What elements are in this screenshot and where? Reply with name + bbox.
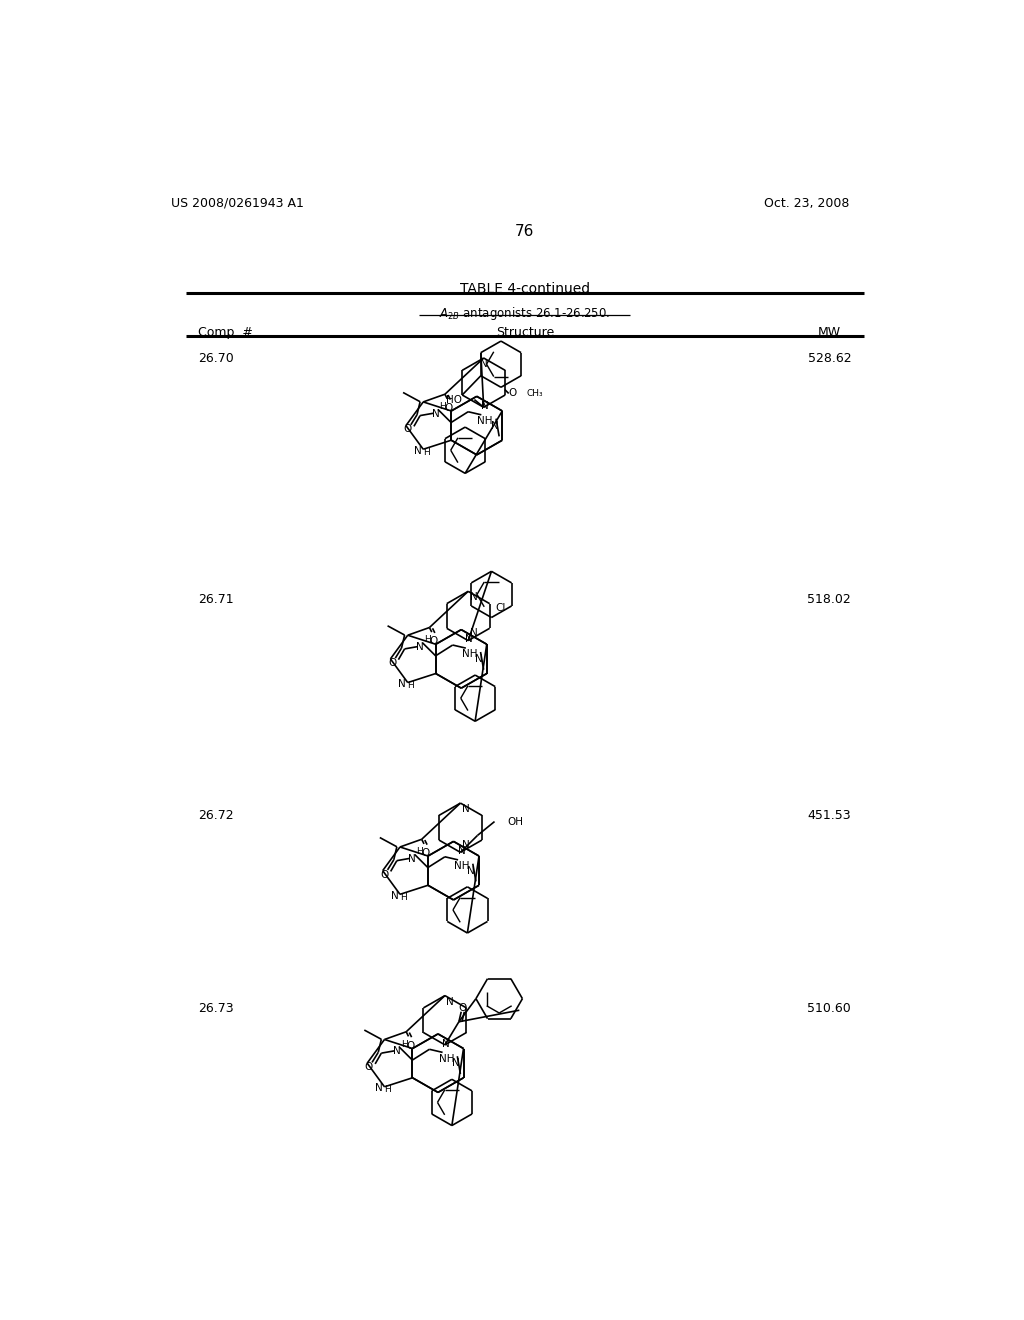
Text: O: O	[365, 1063, 373, 1072]
Text: 26.73: 26.73	[198, 1002, 233, 1015]
Text: MW: MW	[818, 326, 841, 339]
Text: NH: NH	[455, 861, 470, 871]
Text: CH₃: CH₃	[526, 389, 543, 397]
Text: N: N	[462, 840, 470, 850]
Text: N: N	[409, 854, 416, 863]
Text: H: H	[399, 892, 407, 902]
Text: NH: NH	[462, 649, 477, 659]
Text: N: N	[446, 997, 455, 1007]
Text: NH: NH	[438, 1053, 455, 1064]
Text: Cl: Cl	[496, 603, 506, 614]
Text: H: H	[416, 847, 423, 857]
Text: N: N	[458, 846, 466, 855]
Text: N: N	[391, 891, 398, 900]
Text: O: O	[444, 403, 453, 413]
Text: O: O	[380, 870, 388, 879]
Text: N: N	[414, 446, 422, 455]
Text: 451.53: 451.53	[808, 809, 851, 822]
Text: O: O	[459, 1003, 467, 1012]
Text: 518.02: 518.02	[808, 594, 851, 606]
Text: US 2008/0261943 A1: US 2008/0261943 A1	[171, 197, 303, 210]
Text: H: H	[400, 1040, 408, 1048]
Text: O: O	[403, 425, 412, 434]
Text: N: N	[432, 409, 439, 418]
Text: 76: 76	[515, 224, 535, 239]
Text: 26.72: 26.72	[198, 809, 233, 822]
Text: O: O	[406, 1040, 414, 1051]
Text: 528.62: 528.62	[808, 352, 851, 366]
Text: Comp. #: Comp. #	[198, 326, 253, 339]
Text: N: N	[475, 653, 483, 664]
Text: N: N	[480, 359, 487, 370]
Text: HO: HO	[446, 395, 462, 405]
Text: N: N	[470, 628, 477, 638]
Text: N: N	[462, 804, 470, 814]
Text: N: N	[470, 593, 477, 602]
Text: 510.60: 510.60	[808, 1002, 851, 1015]
Text: H: H	[423, 447, 430, 457]
Text: N: N	[442, 1039, 450, 1048]
Text: O: O	[509, 388, 517, 399]
Text: 26.70: 26.70	[198, 352, 233, 366]
Text: Structure: Structure	[496, 326, 554, 339]
Text: O: O	[422, 849, 430, 858]
Text: Oct. 23, 2008: Oct. 23, 2008	[764, 197, 849, 210]
Text: O: O	[429, 636, 437, 647]
Text: O: O	[388, 657, 396, 668]
Text: H: H	[384, 1085, 391, 1094]
Text: N: N	[416, 642, 424, 652]
Text: 26.71: 26.71	[198, 594, 233, 606]
Text: N: N	[375, 1084, 383, 1093]
Text: $A_{2B}$ antagonists 26.1-26.250.: $A_{2B}$ antagonists 26.1-26.250.	[439, 305, 610, 322]
Text: N: N	[393, 1047, 400, 1056]
Text: N: N	[481, 401, 488, 411]
Text: H: H	[424, 635, 431, 644]
Text: N: N	[490, 421, 499, 430]
Text: N: N	[452, 1059, 460, 1068]
Text: N: N	[466, 635, 473, 644]
Text: TABLE 4-continued: TABLE 4-continued	[460, 281, 590, 296]
Text: NH: NH	[477, 416, 493, 426]
Text: N: N	[398, 678, 407, 689]
Text: N: N	[467, 866, 475, 875]
Text: OH: OH	[507, 817, 523, 826]
Text: H: H	[408, 681, 415, 690]
Text: H: H	[439, 403, 446, 411]
